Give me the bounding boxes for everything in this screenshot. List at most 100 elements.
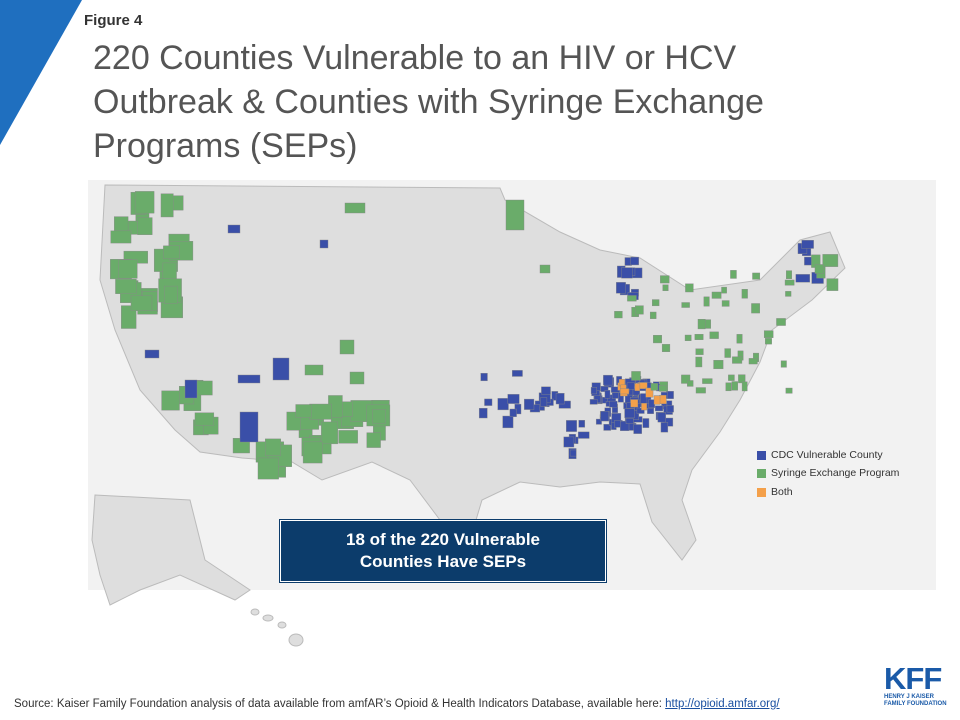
county bbox=[732, 356, 743, 364]
county bbox=[751, 303, 760, 314]
county bbox=[703, 296, 710, 307]
county bbox=[600, 385, 609, 392]
county bbox=[160, 193, 174, 218]
county bbox=[660, 275, 670, 284]
county bbox=[736, 334, 743, 344]
county bbox=[681, 302, 690, 308]
county bbox=[603, 424, 612, 431]
county bbox=[304, 364, 324, 376]
county bbox=[121, 305, 137, 329]
county bbox=[321, 421, 338, 445]
county bbox=[319, 239, 329, 249]
county bbox=[338, 430, 358, 444]
legend-label: Syringe Exchange Program bbox=[771, 467, 900, 479]
county bbox=[662, 284, 669, 291]
county bbox=[711, 291, 722, 299]
county bbox=[164, 285, 178, 304]
county bbox=[784, 279, 795, 286]
county bbox=[709, 331, 719, 339]
county bbox=[137, 217, 153, 235]
county bbox=[309, 403, 332, 420]
county bbox=[604, 390, 611, 399]
county bbox=[524, 398, 535, 410]
county bbox=[609, 400, 618, 408]
county bbox=[634, 383, 641, 391]
county bbox=[118, 259, 138, 279]
county bbox=[776, 318, 786, 326]
county bbox=[110, 230, 132, 244]
county bbox=[603, 374, 613, 386]
county bbox=[625, 417, 634, 424]
county bbox=[578, 431, 590, 439]
legend-item: Syringe Exchange Program bbox=[757, 467, 899, 479]
county bbox=[265, 438, 281, 456]
county-marks bbox=[110, 191, 839, 480]
county bbox=[566, 420, 577, 432]
source-link[interactable]: http://opioid.amfar.org/ bbox=[665, 698, 780, 710]
county bbox=[748, 358, 758, 365]
county bbox=[681, 374, 691, 384]
legend-label: Both bbox=[771, 486, 793, 498]
county bbox=[257, 457, 279, 480]
county bbox=[624, 408, 635, 419]
county bbox=[780, 360, 787, 368]
legend-item: CDC Vulnerable County bbox=[757, 449, 883, 461]
county bbox=[590, 387, 597, 395]
county bbox=[555, 393, 565, 405]
county bbox=[163, 245, 180, 260]
county bbox=[721, 286, 727, 294]
county bbox=[344, 202, 366, 214]
county bbox=[652, 299, 660, 307]
callout: 18 of the 220 Vulnerable Counties Have S… bbox=[279, 519, 607, 583]
county bbox=[649, 311, 657, 319]
legend-label: CDC Vulnerable County bbox=[771, 449, 883, 461]
county bbox=[684, 334, 692, 341]
county bbox=[730, 270, 737, 279]
county bbox=[589, 399, 598, 405]
county bbox=[738, 374, 746, 384]
county bbox=[763, 330, 774, 338]
county bbox=[752, 272, 761, 280]
county bbox=[645, 387, 654, 398]
county bbox=[741, 381, 748, 392]
county bbox=[724, 348, 731, 358]
legend-swatch bbox=[757, 468, 766, 478]
county bbox=[630, 256, 639, 266]
county bbox=[731, 381, 738, 391]
county bbox=[635, 305, 644, 315]
county bbox=[786, 270, 792, 280]
county bbox=[239, 411, 259, 443]
county bbox=[621, 267, 633, 279]
county bbox=[631, 371, 641, 381]
county bbox=[826, 278, 839, 291]
county bbox=[480, 373, 488, 382]
county bbox=[497, 398, 509, 411]
county bbox=[822, 254, 839, 267]
county bbox=[795, 274, 811, 283]
callout-line: Counties Have SEPs bbox=[359, 552, 527, 571]
county bbox=[785, 387, 793, 394]
county bbox=[130, 295, 153, 311]
county bbox=[725, 382, 732, 392]
county bbox=[694, 334, 704, 340]
county bbox=[687, 380, 694, 387]
county bbox=[484, 398, 493, 406]
county bbox=[641, 403, 648, 411]
legend-swatch bbox=[757, 450, 766, 460]
county bbox=[509, 408, 517, 417]
county bbox=[349, 371, 365, 385]
county bbox=[611, 392, 619, 399]
legend-item: Both bbox=[757, 486, 793, 498]
county bbox=[765, 338, 772, 345]
county bbox=[685, 283, 694, 293]
county bbox=[366, 432, 381, 448]
county bbox=[237, 374, 261, 384]
logo-line: FAMILY FOUNDATION bbox=[884, 701, 947, 707]
county bbox=[654, 405, 664, 412]
county bbox=[134, 191, 155, 214]
county bbox=[578, 420, 586, 428]
county bbox=[184, 379, 198, 399]
county bbox=[636, 407, 645, 414]
county bbox=[512, 370, 523, 377]
